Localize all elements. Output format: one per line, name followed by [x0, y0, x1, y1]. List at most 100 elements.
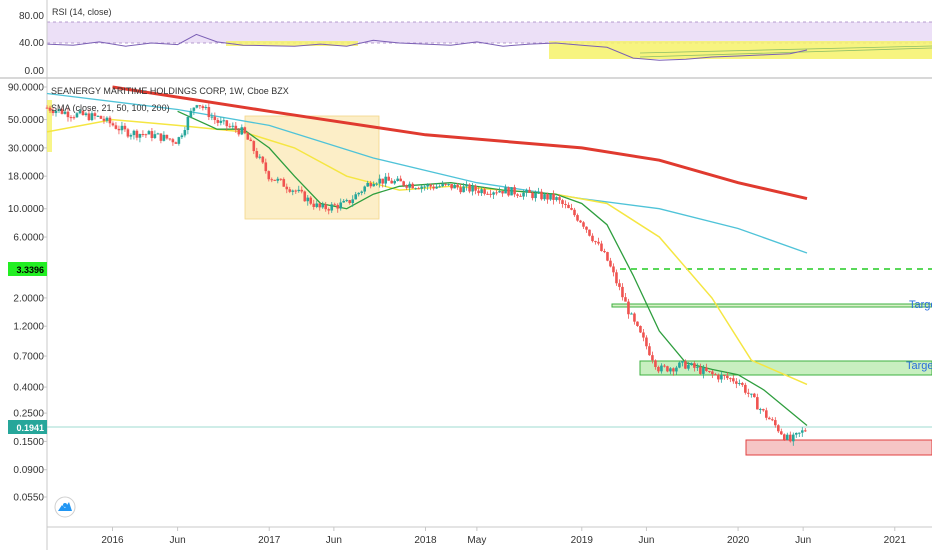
candle-body [794, 432, 798, 435]
candle-body [714, 374, 717, 376]
candle-body [657, 366, 660, 372]
candle-body [546, 194, 549, 200]
candle-body [276, 178, 280, 181]
indicator-legend: SMA (close, 21, 50, 100, 200) [51, 103, 170, 113]
candle-body [138, 134, 142, 138]
time-tick-label: 2020 [727, 535, 750, 546]
candle-body [390, 180, 393, 184]
time-tick-label: 2017 [258, 535, 281, 546]
candle-body [708, 371, 711, 373]
candle-body [579, 220, 582, 223]
candle-body [771, 419, 774, 421]
last-price-tag [8, 420, 47, 434]
candle-body [132, 130, 136, 136]
time-tick-label: Jun [326, 535, 342, 546]
candle-body [228, 126, 232, 128]
candle-body [360, 191, 364, 193]
price-tick-label: 10.0000 [8, 204, 45, 215]
candle-body [270, 179, 274, 181]
target-zone-upper[interactable] [611, 303, 932, 308]
candle-body [765, 410, 768, 418]
candle-body [699, 366, 702, 374]
price-tick-label: 0.4000 [13, 383, 44, 394]
sma-100-line [46, 92, 808, 254]
candle-body [300, 189, 304, 192]
sma-50-line [46, 118, 808, 386]
candle-body [84, 113, 88, 116]
price-axis[interactable]: 90.0000 50.0000 30.0000 18.0000 10.0000 6.000… [8, 83, 47, 504]
candle-body [222, 120, 226, 122]
candle-body [225, 120, 229, 127]
candle-body [483, 189, 486, 194]
candle-body [129, 135, 133, 137]
candle-body [612, 266, 615, 273]
candle-body [375, 183, 378, 185]
price-tick-label: 50.0000 [8, 115, 45, 126]
candle-body [174, 142, 178, 144]
candle-body [156, 133, 160, 135]
candle-body [648, 346, 651, 356]
candle-body [561, 200, 564, 204]
time-tick-label: 2018 [414, 535, 437, 546]
time-axis[interactable]: 2016 Jun 2017 Jun 2018 May 2019 Jun 2020 Jun 2021 [101, 527, 906, 546]
candle-body [336, 204, 340, 209]
candle-body [321, 204, 325, 208]
candle-body [726, 375, 729, 379]
candle-body [660, 365, 663, 372]
candle-body [444, 183, 447, 185]
candle-body [495, 192, 498, 194]
price-tick-label: 18.0000 [8, 172, 45, 183]
candle-body [630, 313, 633, 315]
candle-body [357, 192, 361, 195]
price-tick-label: 0.0550 [13, 493, 44, 504]
candle-body [198, 105, 202, 107]
support-zone[interactable] [745, 439, 932, 456]
candle-body [618, 283, 621, 287]
candle-body [117, 128, 121, 131]
candle-body [486, 193, 489, 195]
target-zone-lower[interactable] [639, 360, 932, 376]
candle-body [396, 178, 399, 181]
left-highlight [47, 100, 52, 152]
candle-body [69, 117, 73, 119]
tradingview-logo-icon[interactable] [54, 496, 76, 518]
candle-body [678, 362, 681, 368]
candle-body [105, 117, 109, 121]
candle-body [201, 106, 205, 108]
candle-body [489, 193, 492, 195]
candle-body [480, 189, 483, 194]
candle-body [273, 179, 277, 181]
candle-body [720, 374, 723, 380]
candle-body [450, 184, 453, 189]
candle-body [246, 133, 250, 140]
candle-body [540, 191, 543, 200]
candle-body [192, 107, 196, 111]
rsi-trendline [639, 47, 932, 58]
chart-title: SEANERGY MARITIME HOLDINGS CORP, 1W, Cbo… [51, 86, 289, 96]
candle-body [126, 129, 130, 137]
candle-body [243, 127, 247, 134]
time-tick-label: 2021 [884, 535, 907, 546]
candle-body [594, 241, 597, 243]
candle-body [282, 179, 286, 187]
candle-body [150, 131, 154, 139]
candle-body [99, 115, 103, 119]
candle-body [525, 189, 528, 193]
candle-body [702, 367, 705, 374]
time-tick-label: 2019 [571, 535, 594, 546]
candle-body [288, 189, 292, 192]
candle-body [267, 171, 271, 180]
candle-body [762, 409, 765, 411]
candle-body [120, 125, 124, 131]
candle-body [447, 184, 450, 186]
candle-body [180, 135, 184, 138]
candle-body [534, 192, 537, 199]
candle-body [423, 186, 426, 188]
candle-body [51, 110, 55, 114]
time-tick-label: Jun [795, 535, 811, 546]
candle-body [624, 297, 627, 302]
candle-body [111, 123, 115, 126]
candle-body [159, 133, 163, 141]
candle-body [315, 203, 319, 207]
candle-body [774, 420, 777, 426]
